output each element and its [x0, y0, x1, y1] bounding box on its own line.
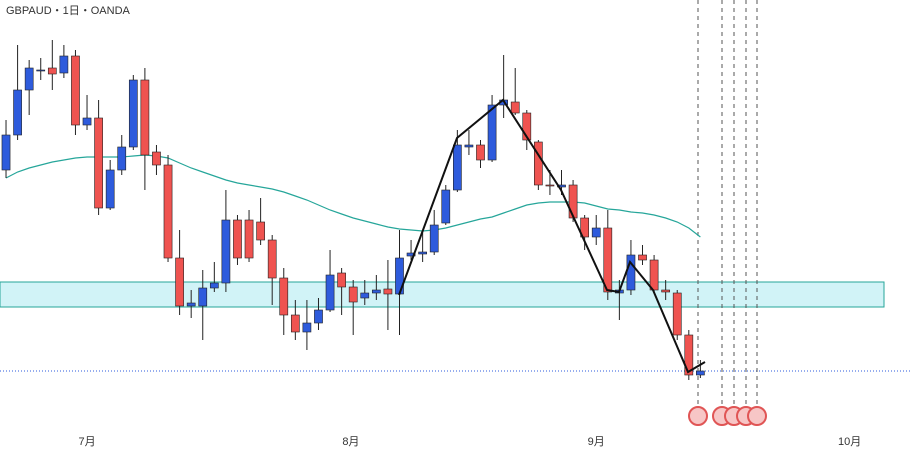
candle-body: [302, 322, 312, 333]
candle-body: [418, 251, 427, 255]
candle-body: [510, 101, 520, 114]
candle-body: [163, 164, 173, 259]
candle-body: [406, 252, 416, 257]
candle-body: [152, 151, 161, 166]
candle-body: [140, 79, 150, 156]
candle-body: [256, 221, 265, 241]
candle-body: [94, 117, 103, 209]
candle-body: [649, 259, 659, 291]
candle-body: [233, 219, 242, 259]
candle-body: [71, 55, 80, 126]
x-tick-label: 7月: [78, 436, 95, 448]
candle-body: [429, 224, 439, 253]
candle-body: [464, 144, 474, 148]
candle-body: [696, 370, 705, 376]
candle-body: [267, 239, 277, 279]
candle-body: [314, 309, 323, 324]
candle-body: [24, 67, 34, 91]
candle-body: [672, 292, 682, 336]
candle-body: [522, 112, 532, 141]
candle-body: [638, 254, 647, 261]
event-lines: [697, 0, 758, 405]
candle-body: [82, 117, 92, 126]
candle-body: [128, 79, 138, 148]
candle-body: [371, 289, 381, 294]
candle-body: [487, 104, 497, 161]
candle-body: [348, 286, 358, 303]
candle-body: [591, 227, 601, 238]
x-tick-label: 10月: [838, 436, 861, 448]
candle-body: [36, 69, 46, 72]
zigzag-drawing: [398, 98, 706, 374]
candle-body: [580, 217, 590, 238]
event-flags: [688, 406, 767, 426]
candle-body: [290, 314, 300, 333]
support-zone: [0, 281, 885, 308]
candle-body: [534, 141, 543, 186]
candle-body: [209, 282, 219, 289]
candle-body: [175, 257, 184, 307]
candle-body: [626, 254, 636, 291]
x-tick-label: 9月: [588, 436, 605, 448]
x-tick-label: 8月: [342, 436, 359, 448]
candle-body: [325, 274, 335, 311]
chart-title: GBPAUD・1日・OANDA: [6, 5, 131, 17]
candle-body: [198, 287, 208, 307]
candle-body: [383, 288, 393, 295]
candle-body: [221, 219, 231, 284]
candle-body: [545, 184, 555, 187]
candle-body: [1, 134, 11, 171]
candle-body: [244, 219, 254, 259]
candle-body: [47, 67, 57, 75]
candle-body: [105, 169, 115, 209]
candle-body: [476, 144, 485, 161]
candle-body: [59, 55, 69, 74]
candle-body: [117, 146, 127, 171]
candle-body: [279, 277, 289, 316]
candle-body: [441, 189, 451, 224]
candle-body: [661, 289, 671, 293]
candle-body: [186, 302, 196, 307]
candle-body: [453, 144, 462, 191]
candle-body: [360, 292, 370, 299]
candle-body: [337, 272, 346, 288]
candle-body: [684, 334, 694, 376]
candle-body: [13, 89, 22, 136]
candle-body: [603, 227, 613, 293]
candle-body: [568, 184, 578, 219]
